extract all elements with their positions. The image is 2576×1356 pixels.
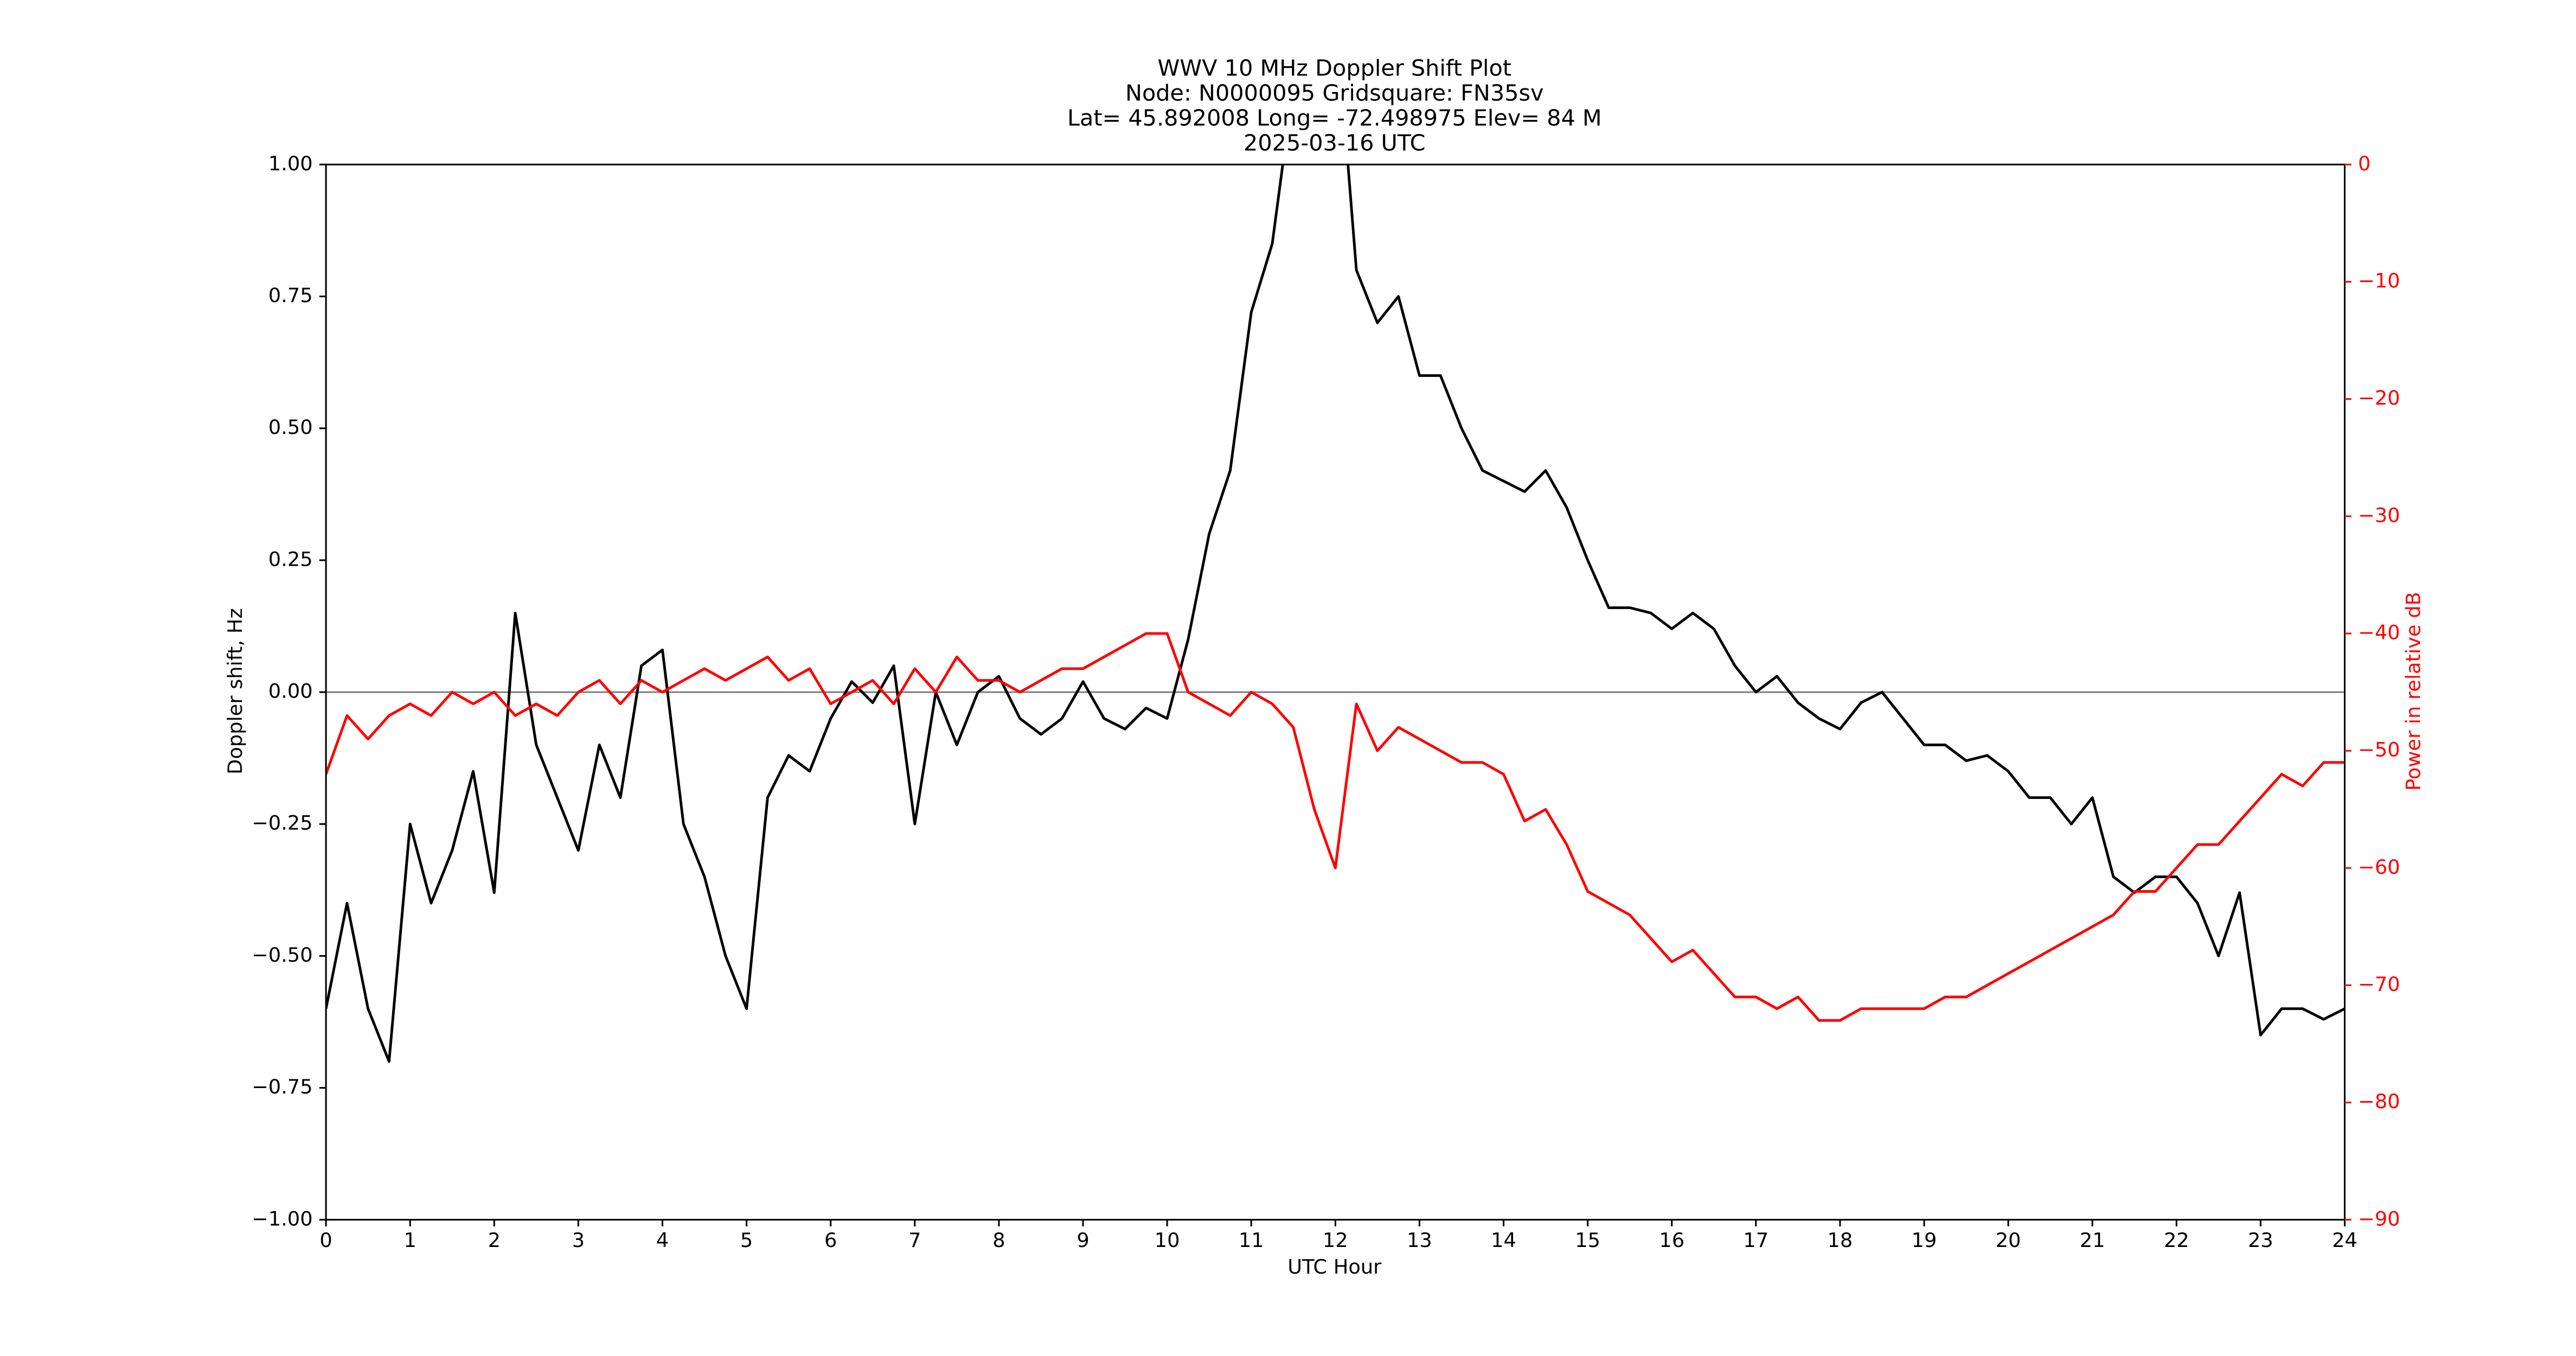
x-tick-label: 16 [1659, 1229, 1684, 1252]
x-tick-label: 8 [992, 1229, 1005, 1252]
x-tick-label: 2 [488, 1229, 501, 1252]
y-axis-label: Doppler shift, Hz [223, 608, 247, 775]
y-tick-label: −0.25 [252, 811, 313, 835]
y2-tick-label: −10 [2358, 269, 2400, 292]
y2-tick-label: −60 [2358, 855, 2400, 879]
x-tick-label: 6 [824, 1229, 837, 1252]
x-tick-label: 9 [1076, 1229, 1089, 1252]
y-tick-label: 0.25 [268, 547, 313, 571]
y-tick-label: 0.50 [268, 415, 313, 439]
y2-tick-label: −70 [2358, 973, 2400, 996]
x-tick-label: 4 [656, 1229, 669, 1252]
x-tick-label: 19 [1912, 1229, 1937, 1252]
title-line: 2025-03-16 UTC [1244, 130, 1426, 156]
series-line [326, 632, 2345, 1022]
x-tick-label: 14 [1491, 1229, 1516, 1252]
title-line: WWV 10 MHz Doppler Shift Plot [1158, 55, 1512, 81]
x-tick-label: 24 [2332, 1229, 2357, 1252]
y2-tick-label: −50 [2358, 738, 2400, 762]
x-tick-label: 18 [1828, 1229, 1853, 1252]
x-tick-label: 20 [1996, 1229, 2021, 1252]
x-tick-label: 13 [1407, 1229, 1432, 1252]
x-axis-label: UTC Hour [1287, 1255, 1382, 1278]
x-tick-label: 21 [2080, 1229, 2105, 1252]
y-tick-label: −0.75 [252, 1075, 313, 1098]
title-line: Lat= 45.892008 Long= -72.498975 Elev= 84… [1067, 105, 1602, 131]
x-tick-label: 3 [572, 1229, 585, 1252]
x-tick-label: 0 [319, 1229, 332, 1252]
y2-axis-label: Power in relative dB [2402, 592, 2425, 791]
y-tick-label: 1.00 [268, 152, 313, 175]
x-tick-label: 17 [1743, 1229, 1768, 1252]
y2-tick-label: −40 [2358, 621, 2400, 644]
x-tick-label: 23 [2248, 1229, 2273, 1252]
x-tick-label: 1 [404, 1229, 416, 1252]
x-tick-label: 15 [1575, 1229, 1600, 1252]
y-tick-label: −0.50 [252, 943, 313, 967]
y-tick-label: 0.00 [268, 680, 313, 703]
y2-tick-label: −80 [2358, 1090, 2400, 1113]
x-tick-label: 7 [908, 1229, 921, 1252]
y2-tick-label: 0 [2358, 152, 2370, 175]
y-tick-label: −1.00 [252, 1207, 313, 1230]
x-tick-label: 12 [1323, 1229, 1348, 1252]
y-tick-label: 0.75 [268, 284, 313, 307]
x-tick-label: 11 [1239, 1229, 1264, 1252]
plot-area [326, 164, 2345, 1063]
x-tick-label: 22 [2164, 1229, 2189, 1252]
y2-tick-label: −90 [2358, 1207, 2400, 1230]
y2-tick-label: −30 [2358, 503, 2400, 527]
x-tick-label: 10 [1155, 1229, 1180, 1252]
series-line [326, 164, 2345, 1063]
y2-tick-label: −20 [2358, 386, 2400, 410]
plot-frame [325, 163, 2346, 1221]
title-line: Node: N0000095 Gridsquare: FN35sv [1125, 80, 1543, 106]
x-tick-label: 5 [740, 1229, 753, 1252]
